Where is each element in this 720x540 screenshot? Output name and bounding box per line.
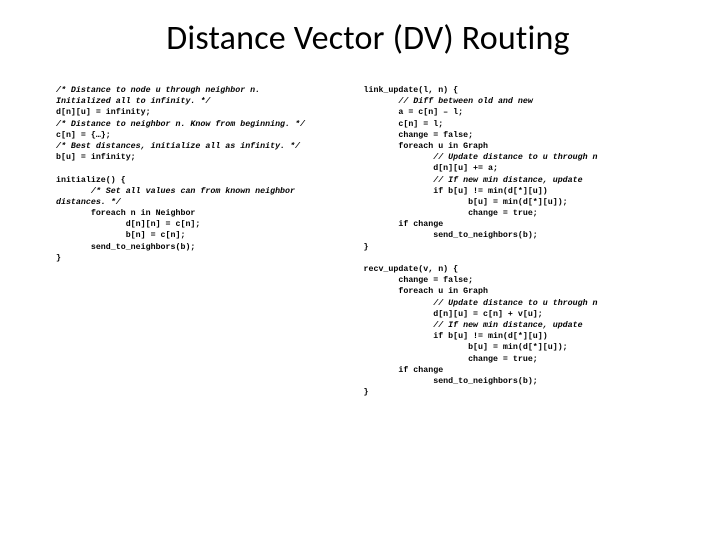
code-line: d[n][u] = infinity; [56,108,151,117]
code-line: if b[u] != min(d[*][u]) b[u] = min(d[*][… [364,187,568,252]
code-line: foreach n in Neighbor d[n][n] = c[n]; b[… [56,209,200,263]
slide: Distance Vector (DV) Routing /* Distance… [0,0,720,540]
code-line: link_update(l, n) { [364,86,459,95]
code-line: initialize() { [56,176,126,185]
left-column: /* Distance to node u through neighbor n… [56,85,356,398]
comment: /* Best distances, initialize all as inf… [56,142,300,151]
code-line: recv_update(v, n) { change = false; fore… [364,265,488,296]
comment: // If new min distance, update [364,176,583,185]
right-column: link_update(l, n) { // Diff between old … [364,85,688,398]
code-line: b[u] = infinity; [56,153,136,162]
code-line: a = c[n] – l; c[n] = l; change = false; … [364,108,488,151]
code-line: d[n][u] = c[n] + v[u]; [364,310,543,319]
comment: // Update distance to u through n [364,299,598,308]
comment: /* Distance to node u through neighbor n… [56,86,260,106]
code-line: if b[u] != min(d[*][u]) b[u] = min(d[*][… [364,332,568,397]
comment: /* Distance to neighbor n. Know from beg… [56,120,305,129]
comment: // If new min distance, update [364,321,583,330]
code-line: d[n][u] += a; [364,164,498,173]
comment: // Diff between old and new [364,97,533,106]
code-line: c[n] = {…}; [56,131,111,140]
slide-title: Distance Vector (DV) Routing [56,18,680,59]
comment: /* Set all values can from known neighbo… [56,187,295,207]
code-columns: /* Distance to node u through neighbor n… [56,85,680,398]
comment: // Update distance to u through n [364,153,598,162]
